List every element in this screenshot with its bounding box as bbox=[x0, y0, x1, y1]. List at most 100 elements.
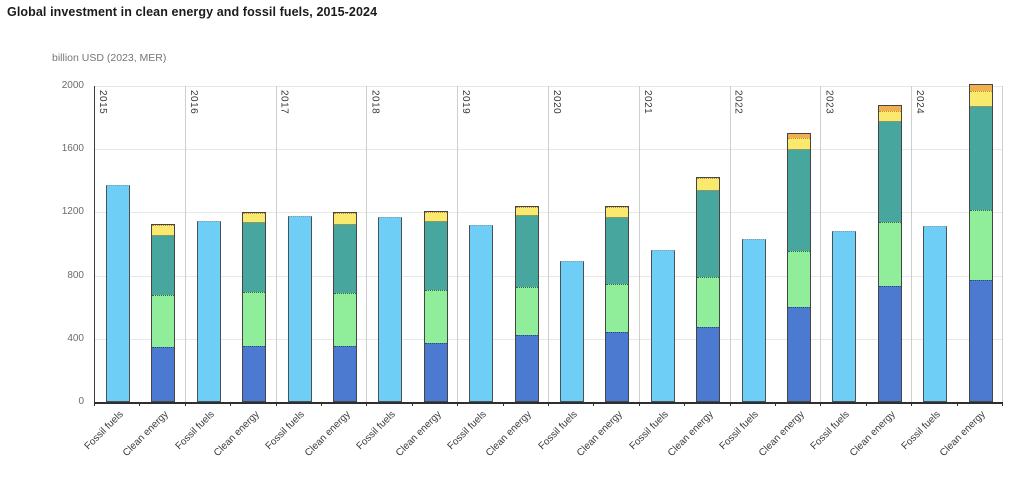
clean-segment-yellow bbox=[152, 225, 175, 235]
clean-segment-yellow bbox=[969, 90, 992, 106]
fossil-fuels-bar-2017 bbox=[287, 216, 312, 402]
fossil-fuels-bar-2021 bbox=[650, 250, 675, 402]
y-axis-tick-label: 1600 bbox=[61, 143, 84, 155]
clean-segment-teal bbox=[152, 234, 175, 296]
x-axis-tick bbox=[94, 402, 95, 406]
year-separator bbox=[911, 86, 913, 402]
clean-energy-bar-2022 bbox=[787, 133, 811, 402]
clean-segment-light-green bbox=[515, 287, 538, 335]
year-label: 2023 bbox=[823, 90, 835, 115]
clean-segment-orange bbox=[878, 106, 901, 111]
clean-segment-dark-blue bbox=[788, 306, 810, 401]
clean-segment-yellow bbox=[788, 138, 810, 150]
clean-energy-bar-2017 bbox=[333, 211, 357, 402]
clean-segment-light-green bbox=[243, 291, 266, 347]
x-axis-tick bbox=[684, 402, 686, 406]
fossil-fuels-bar-2016 bbox=[196, 221, 221, 402]
fossil-fuels-bar-2015 bbox=[106, 184, 130, 403]
x-axis-tick bbox=[775, 402, 776, 406]
clean-energy-bar-2015 bbox=[151, 224, 176, 403]
x-axis-tick bbox=[275, 402, 277, 406]
year-separator bbox=[366, 86, 368, 402]
clean-segment-light-green bbox=[424, 289, 447, 343]
fossil-fuels-bar-2022 bbox=[741, 238, 766, 402]
clean-segment-teal bbox=[243, 222, 266, 292]
fossil-fuels-bar-2018 bbox=[378, 217, 403, 402]
y-axis-line bbox=[94, 86, 95, 402]
clean-segment-teal bbox=[878, 120, 901, 222]
x-axis-tick bbox=[321, 402, 322, 406]
clean-segment-light-green bbox=[788, 250, 810, 307]
x-axis-tick bbox=[230, 402, 232, 406]
fossil-fuels-bar-2019 bbox=[469, 225, 494, 402]
clean-energy-bar-2021 bbox=[696, 176, 721, 402]
clean-energy-bar-2020 bbox=[605, 206, 630, 402]
fossil-fuels-bar-2024 bbox=[923, 225, 948, 402]
clean-segment-yellow bbox=[606, 207, 629, 217]
clean-segment-orange bbox=[969, 84, 992, 91]
x-axis-tick bbox=[593, 402, 595, 406]
clean-segment-teal bbox=[697, 190, 720, 277]
clean-energy-bar-2018 bbox=[423, 210, 448, 402]
clean-segment-teal bbox=[334, 223, 356, 294]
clean-segment-dark-blue bbox=[424, 342, 447, 401]
clean-segment-teal bbox=[424, 221, 447, 290]
clean-segment-orange bbox=[788, 134, 810, 139]
clean-segment-dark-blue bbox=[334, 346, 356, 401]
x-axis-tick bbox=[638, 402, 640, 406]
x-axis-tick bbox=[1002, 402, 1003, 406]
year-separator bbox=[457, 86, 459, 402]
year-separator bbox=[638, 86, 640, 402]
clean-energy-bar-2023 bbox=[877, 105, 902, 402]
x-axis-tick bbox=[548, 402, 549, 406]
clean-segment-light-green bbox=[334, 293, 356, 347]
year-label: 2019 bbox=[460, 90, 472, 115]
clean-energy-bar-2016 bbox=[242, 211, 267, 402]
year-label: 2018 bbox=[369, 90, 381, 115]
year-separator bbox=[548, 86, 549, 402]
clean-segment-light-green bbox=[152, 295, 175, 347]
clean-segment-teal bbox=[606, 216, 629, 285]
x-axis-tick bbox=[366, 402, 368, 406]
y-axis-tick-label: 2000 bbox=[61, 80, 84, 91]
x-axis-tick bbox=[911, 402, 913, 406]
y-axis-tick-label: 0 bbox=[78, 396, 84, 407]
year-separator bbox=[275, 86, 277, 402]
clean-segment-light-green bbox=[878, 221, 901, 287]
clean-segment-light-green bbox=[969, 209, 992, 280]
clean-segment-light-green bbox=[697, 276, 720, 327]
y-axis-tick-label: 400 bbox=[67, 332, 84, 344]
year-separator bbox=[820, 86, 822, 402]
x-axis-tick bbox=[411, 402, 413, 406]
x-axis-tick bbox=[502, 402, 504, 406]
year-label: 2020 bbox=[551, 90, 562, 115]
fossil-fuels-bar-2020 bbox=[560, 261, 584, 402]
year-label: 2024 bbox=[914, 90, 926, 115]
x-axis-tick bbox=[457, 402, 459, 406]
x-axis-tick bbox=[865, 402, 867, 406]
clean-energy-bar-2019 bbox=[514, 206, 539, 402]
x-axis-tick bbox=[184, 402, 186, 406]
clean-segment-teal bbox=[969, 105, 992, 210]
clean-segment-dark-blue bbox=[606, 331, 629, 401]
year-label: 2017 bbox=[278, 90, 290, 115]
clean-segment-dark-blue bbox=[878, 286, 901, 401]
chart-title: Global investment in clean energy and fo… bbox=[7, 5, 378, 19]
clean-segment-yellow bbox=[243, 212, 266, 223]
x-axis-tick bbox=[956, 402, 958, 406]
clean-segment-teal bbox=[515, 214, 538, 288]
clean-segment-dark-blue bbox=[697, 326, 720, 401]
clean-segment-yellow bbox=[334, 212, 356, 224]
clean-energy-bar-2024 bbox=[968, 83, 993, 402]
x-axis-tick bbox=[139, 402, 141, 406]
year-separator bbox=[1002, 86, 1003, 402]
clean-segment-dark-blue bbox=[243, 346, 266, 401]
y-axis-unit-label: billion USD (2023, MER) bbox=[52, 52, 167, 64]
year-label: 2021 bbox=[641, 90, 653, 115]
clean-segment-teal bbox=[788, 149, 810, 251]
year-label: 2016 bbox=[187, 90, 199, 115]
fossil-fuels-bar-2023 bbox=[832, 230, 857, 402]
x-axis-tick bbox=[820, 402, 822, 406]
x-axis-tick bbox=[729, 402, 731, 406]
year-separator bbox=[729, 86, 731, 402]
